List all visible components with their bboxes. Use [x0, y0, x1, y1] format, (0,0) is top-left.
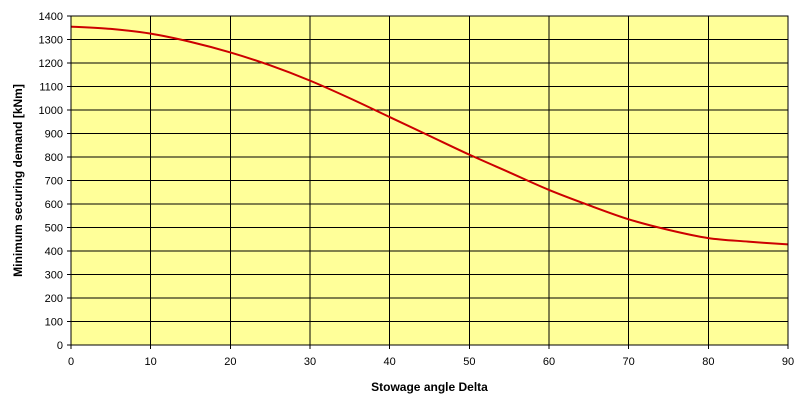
y-axis-ticks: 0 100 200 300 400 500 600 700 800 900 1000 1100 1200… — [39, 11, 71, 352]
x-axis-title: Stowage angle Delta — [371, 380, 488, 394]
y-tick-label: 600 — [45, 199, 63, 211]
x-tick-label: 90 — [782, 356, 794, 368]
y-tick-label: 300 — [45, 270, 63, 282]
y-tick-label: 1400 — [39, 11, 63, 23]
y-tick-label: 1200 — [39, 58, 63, 70]
x-tick-label: 50 — [463, 356, 475, 368]
x-axis-ticks: 0 10 20 30 40 50 60 70 80 90 — [68, 345, 794, 368]
x-tick-label: 80 — [702, 356, 714, 368]
y-tick-label: 800 — [45, 152, 63, 164]
y-tick-label: 0 — [57, 340, 63, 352]
x-tick-label: 40 — [384, 356, 396, 368]
x-tick-label: 60 — [543, 356, 555, 368]
y-tick-label: 900 — [45, 129, 63, 141]
series-line-0 — [70, 25, 789, 246]
x-tick-label: 0 — [68, 356, 74, 368]
y-tick-label: 500 — [45, 223, 63, 235]
x-tick-label: 20 — [224, 356, 236, 368]
series-layer — [70, 25, 789, 246]
y-tick-label: 100 — [45, 317, 63, 329]
x-tick-label: 70 — [623, 356, 635, 368]
y-tick-label: 400 — [45, 246, 63, 258]
x-tick-label: 10 — [145, 356, 157, 368]
y-tick-label: 700 — [45, 176, 63, 188]
y-tick-label: 1100 — [39, 82, 63, 94]
y-tick-label: 1000 — [39, 105, 63, 117]
y-axis-title: Minimum securing demand [kNm] — [11, 84, 25, 277]
y-tick-label: 1300 — [39, 35, 63, 47]
x-tick-label: 30 — [304, 356, 316, 368]
y-tick-label: 200 — [45, 293, 63, 305]
